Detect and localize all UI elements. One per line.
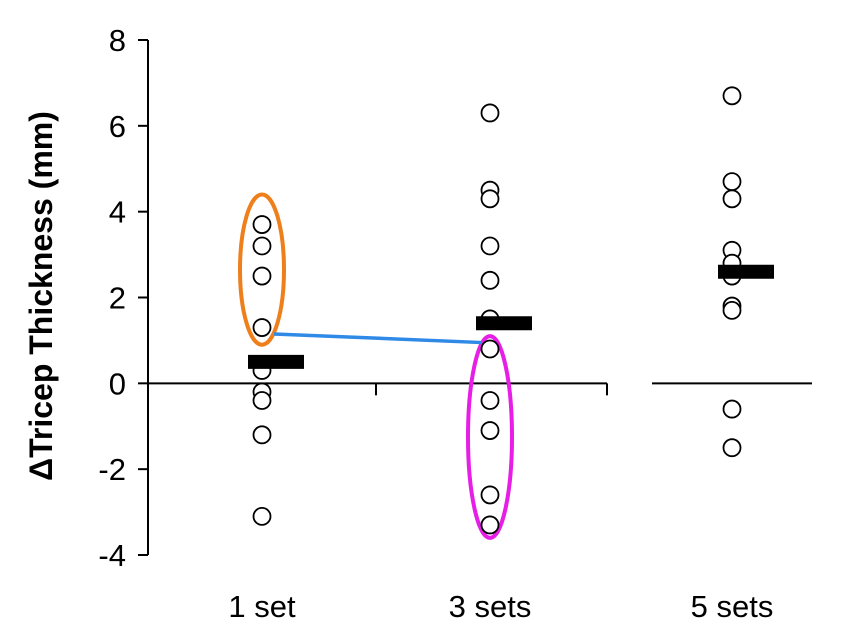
data-point xyxy=(480,339,500,359)
x-axis xyxy=(148,382,812,396)
mean-bar xyxy=(718,264,774,279)
y-ticks: 8 6 4 2 0 -2 -4 xyxy=(98,23,148,573)
data-point xyxy=(480,515,500,535)
y-tick-label: -2 xyxy=(98,452,126,487)
data-point xyxy=(722,399,742,419)
highlight-ellipse xyxy=(466,334,514,540)
y-axis-label: ΔTricep Thickness (mm) xyxy=(23,111,59,481)
y-tick-label: 2 xyxy=(109,281,126,316)
connector-line xyxy=(273,332,483,345)
data-point xyxy=(722,86,742,106)
category-labels: 1 set 3 sets 5 sets xyxy=(228,589,773,624)
category-label: 3 sets xyxy=(449,589,532,624)
data-point xyxy=(480,391,500,410)
y-tick-label: -4 xyxy=(98,538,126,573)
data-point xyxy=(252,318,272,337)
data-point xyxy=(480,270,500,290)
data-point xyxy=(722,300,742,320)
data-points xyxy=(252,86,742,535)
mean-bar xyxy=(248,354,304,369)
highlight-ellipse xyxy=(238,192,286,347)
y-tick-label: 4 xyxy=(109,195,126,230)
y-axis: 8 6 4 2 0 -2 -4 xyxy=(98,23,149,573)
data-point xyxy=(252,266,272,286)
data-point xyxy=(480,189,500,209)
data-point xyxy=(480,103,500,123)
category-label: 1 set xyxy=(228,589,296,624)
data-point xyxy=(480,485,500,505)
y-tick-label: 8 xyxy=(109,23,126,58)
data-point xyxy=(480,236,500,256)
data-point xyxy=(252,391,272,410)
data-point xyxy=(252,506,272,526)
data-point xyxy=(252,425,272,445)
data-point xyxy=(252,215,272,234)
mean-bars xyxy=(248,264,774,369)
mean-bar xyxy=(476,316,532,331)
annotations xyxy=(238,192,514,540)
data-point xyxy=(252,236,272,256)
data-point xyxy=(722,172,742,192)
data-point xyxy=(722,189,742,209)
data-point xyxy=(722,438,742,458)
y-tick-label: 0 xyxy=(109,366,126,401)
category-label: 5 sets xyxy=(691,589,774,624)
data-point xyxy=(480,421,500,440)
y-tick-label: 6 xyxy=(109,109,126,144)
